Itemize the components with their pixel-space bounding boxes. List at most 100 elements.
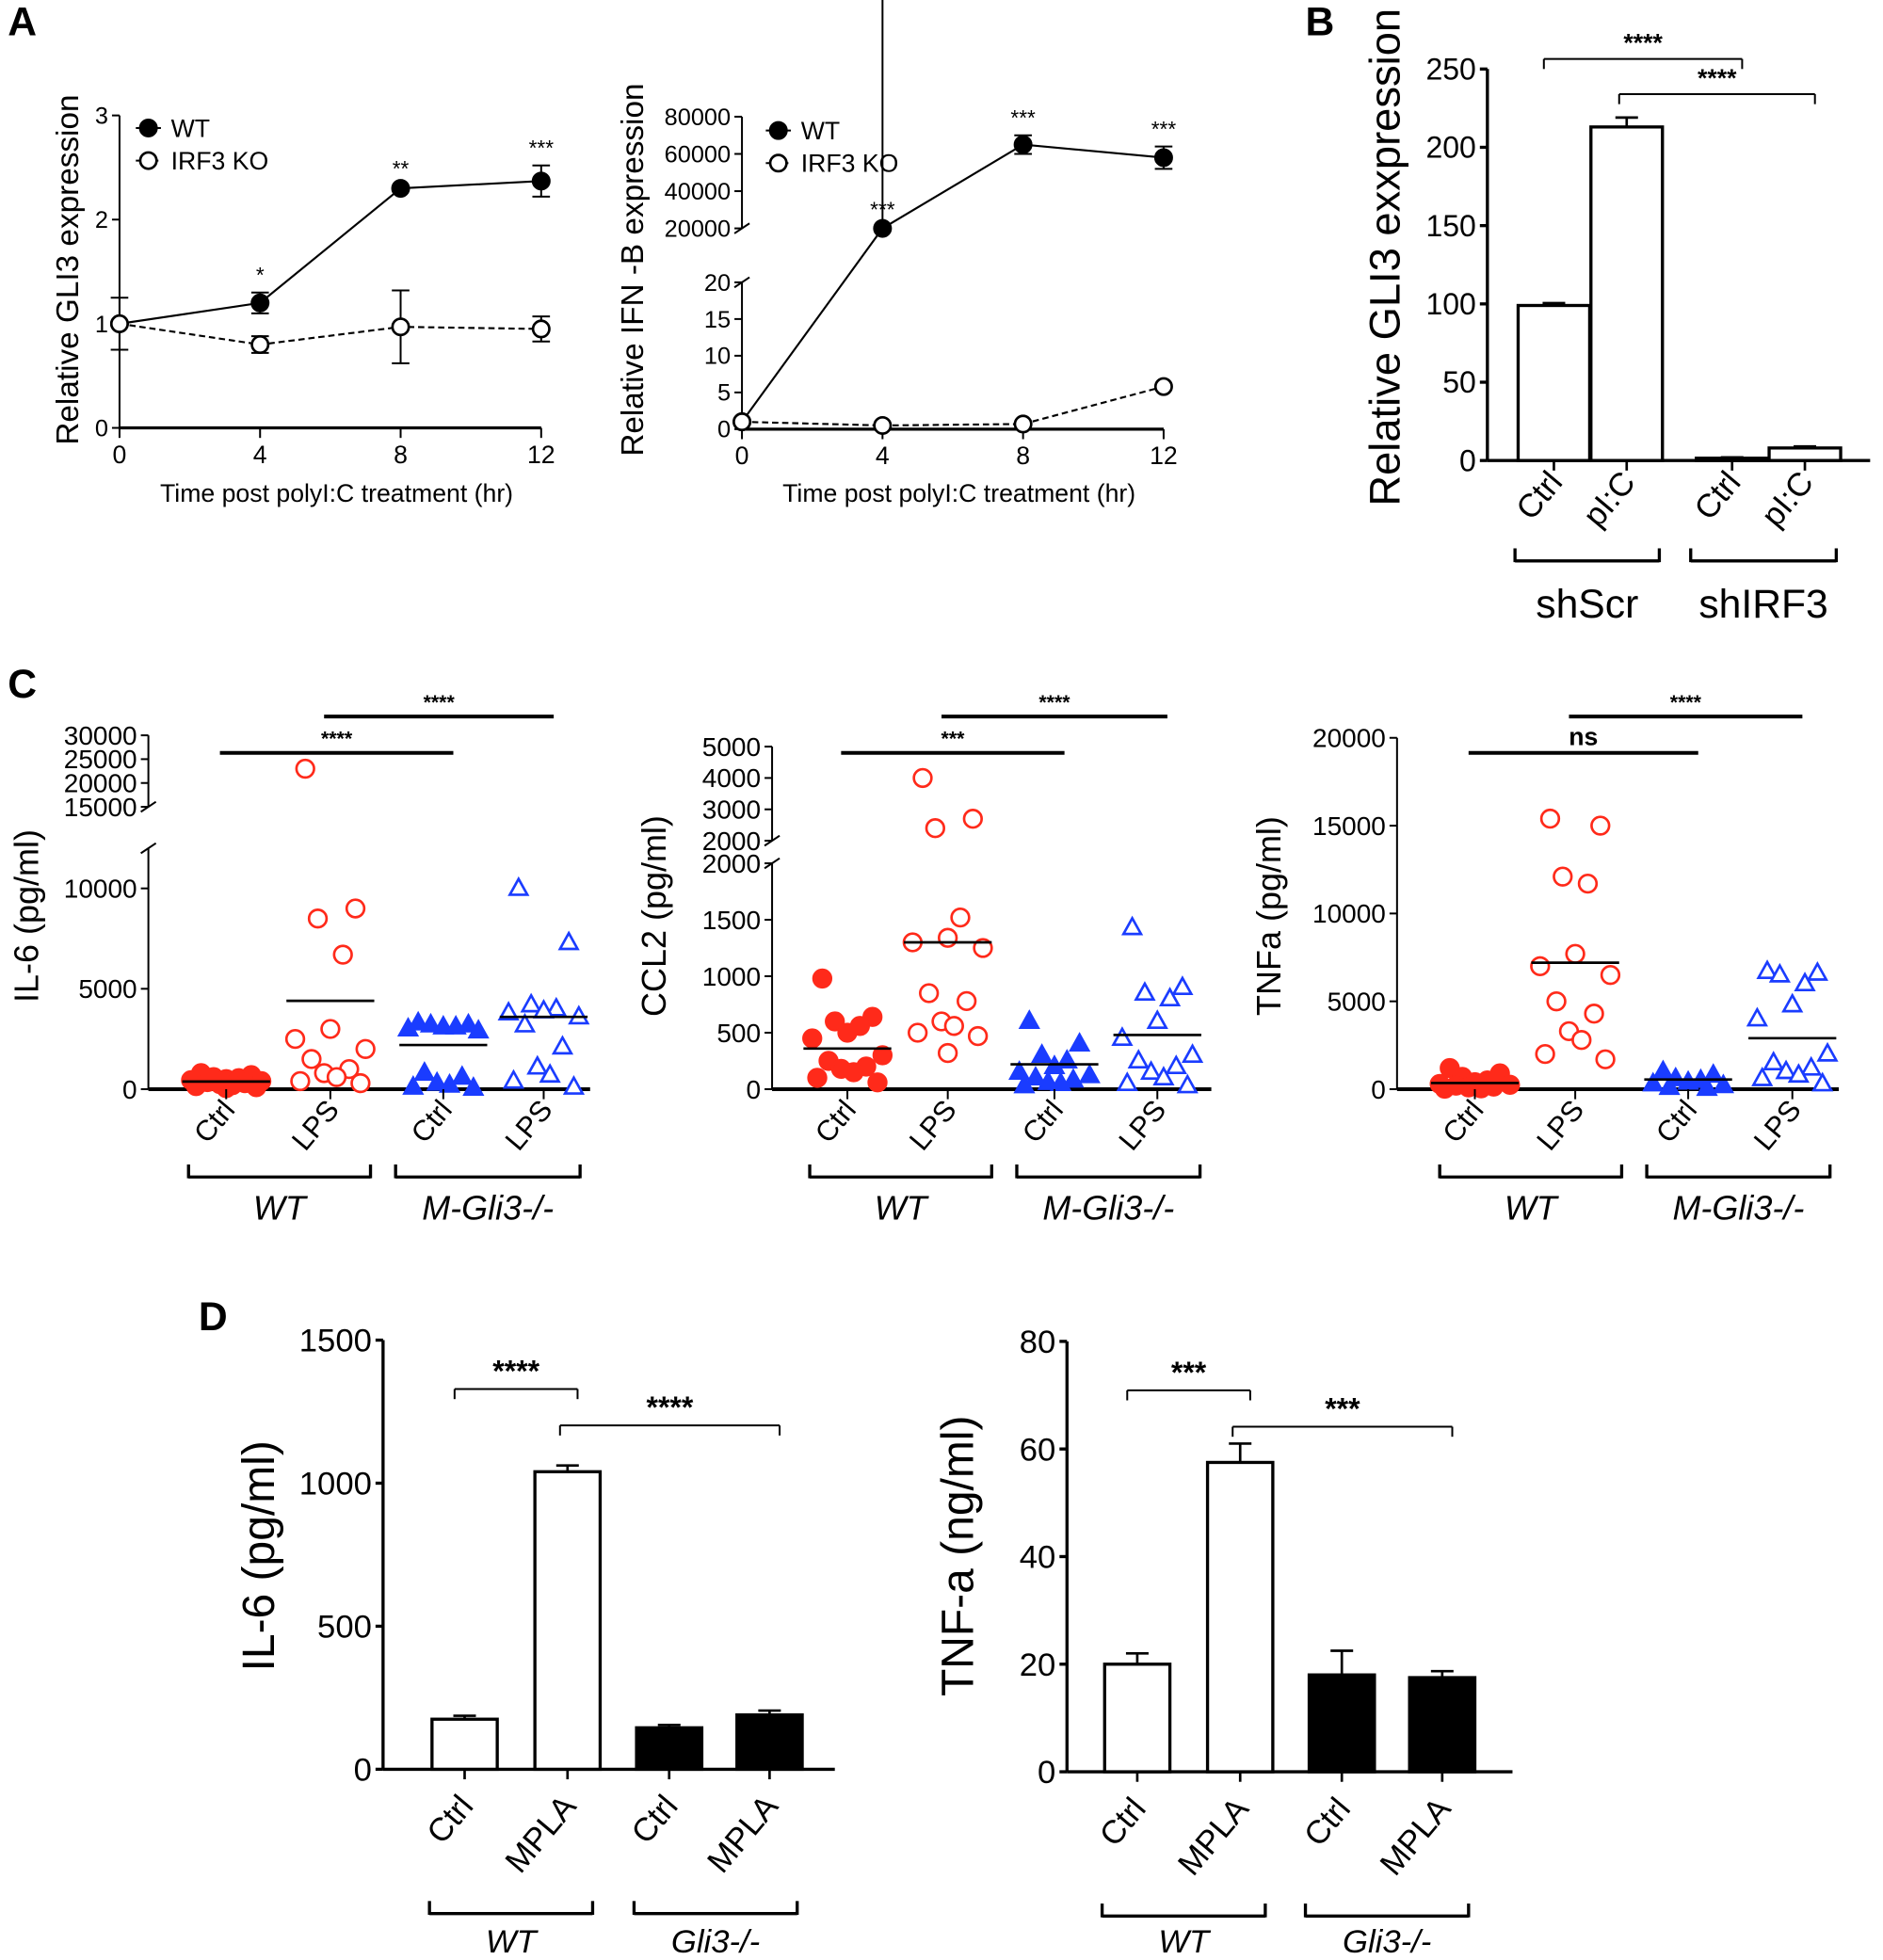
data-point xyxy=(1158,987,1182,1007)
bar xyxy=(1307,1673,1376,1774)
data-point xyxy=(426,1070,448,1091)
data-point xyxy=(419,1012,443,1033)
data-point xyxy=(497,1001,520,1020)
data-point xyxy=(462,1076,485,1096)
data-point xyxy=(402,1075,425,1095)
series-line xyxy=(742,385,1165,427)
y-tick-label: 40000 xyxy=(665,179,731,205)
data-point xyxy=(1781,992,1804,1013)
data-point xyxy=(919,983,940,1004)
data-point xyxy=(457,1012,480,1033)
y-tick-label: 10000 xyxy=(1312,899,1386,928)
bar xyxy=(1205,1460,1275,1774)
bar xyxy=(1102,1663,1172,1774)
data-point xyxy=(391,179,410,199)
y-tick-label: 5000 xyxy=(78,974,137,1004)
data-point xyxy=(1806,960,1828,981)
data-point xyxy=(391,317,410,337)
data-point xyxy=(1134,981,1156,1002)
data-point xyxy=(950,907,971,928)
y-tick-label: 200 xyxy=(1425,131,1475,165)
data-point xyxy=(1146,1009,1168,1030)
group-label: Gli3-/- xyxy=(1343,1924,1431,1960)
data-point xyxy=(802,1028,823,1049)
data-point xyxy=(545,996,568,1017)
data-point xyxy=(138,151,158,170)
data-point xyxy=(1775,1059,1797,1080)
y-tick-label: 3000 xyxy=(702,795,761,825)
y-tick-label: 1500 xyxy=(299,1324,372,1359)
y-tick-label: 30000 xyxy=(64,721,137,750)
y-tick-label: 100 xyxy=(1425,287,1475,321)
y-tick-label: 0 xyxy=(1038,1755,1055,1791)
y-tick-label: 20000 xyxy=(1312,724,1386,753)
data-point xyxy=(1696,1076,1718,1097)
data-point xyxy=(438,1072,461,1093)
x-tick-label: 8 xyxy=(394,441,408,469)
group-label: WT xyxy=(1505,1189,1560,1228)
data-point xyxy=(1181,1043,1204,1064)
data-point xyxy=(867,1072,888,1093)
group-label: WT xyxy=(875,1189,930,1228)
y-tick-label: 0 xyxy=(746,1075,761,1104)
axis-break-mark xyxy=(140,842,157,855)
group-label: M-Gli3-/- xyxy=(1042,1189,1174,1228)
y-tick-label: 15000 xyxy=(64,793,137,822)
data-point xyxy=(557,930,580,951)
data-point xyxy=(568,1004,590,1025)
x-tick-label: 4 xyxy=(876,442,890,470)
panel-label-a: A xyxy=(8,0,37,44)
significance-label: *** xyxy=(1325,1392,1360,1426)
data-point xyxy=(138,118,158,137)
significance-label: **** xyxy=(647,1390,694,1424)
data-point xyxy=(301,1049,322,1069)
y-tick-label: 150 xyxy=(1425,209,1475,243)
y-axis-label: Relative IFN -B expression xyxy=(616,83,651,456)
data-point xyxy=(526,1054,549,1075)
data-point xyxy=(873,415,893,435)
data-point xyxy=(1746,1006,1768,1027)
y-tick-label: 2 xyxy=(95,207,108,233)
x-axis-label: Time post polyI:C treatment (hr) xyxy=(782,479,1135,507)
legend-label: IRF3 KO xyxy=(801,150,899,178)
x-tick-label: 4 xyxy=(253,441,267,469)
group-label: M-Gli3-/- xyxy=(422,1189,554,1228)
data-point xyxy=(1794,972,1816,992)
data-point xyxy=(812,968,833,989)
y-tick-label: 5000 xyxy=(702,732,761,762)
data-point xyxy=(872,1045,893,1066)
bar xyxy=(1408,1676,1477,1774)
data-point xyxy=(295,758,315,779)
data-point xyxy=(1013,1073,1036,1094)
data-point xyxy=(531,171,551,191)
panel-label-c: C xyxy=(8,662,37,707)
y-axis-label: IL-6 (pg/ml) xyxy=(7,829,45,1003)
significance-label: **** xyxy=(1038,691,1070,714)
x-tick-label: 12 xyxy=(1150,442,1178,470)
y-tick-label: 10 xyxy=(704,344,731,370)
data-point xyxy=(290,1070,311,1092)
significance-label: *** xyxy=(870,197,895,221)
data-point xyxy=(284,1028,306,1050)
data-point xyxy=(938,927,958,948)
y-tick-label: 1 xyxy=(95,312,108,338)
y-tick-label: 500 xyxy=(317,1610,372,1646)
data-point xyxy=(1139,1060,1163,1081)
data-point xyxy=(1539,808,1561,829)
y-tick-label: 4000 xyxy=(702,763,761,793)
group-label: shScr xyxy=(1536,582,1638,627)
y-tick-label: 15000 xyxy=(1312,811,1386,841)
data-point xyxy=(520,992,542,1013)
data-point xyxy=(873,218,893,238)
group-label: M-Gli3-/- xyxy=(1672,1189,1804,1228)
data-point xyxy=(307,908,329,929)
data-point xyxy=(967,1025,989,1047)
data-point xyxy=(962,809,983,829)
y-tick-label: 40 xyxy=(1020,1540,1056,1576)
y-tick-label: 3 xyxy=(95,103,108,129)
significance-label: *** xyxy=(1171,1356,1207,1390)
data-point xyxy=(768,153,788,173)
y-tick-label: 10000 xyxy=(64,874,137,903)
y-tick-label: 500 xyxy=(716,1019,761,1048)
